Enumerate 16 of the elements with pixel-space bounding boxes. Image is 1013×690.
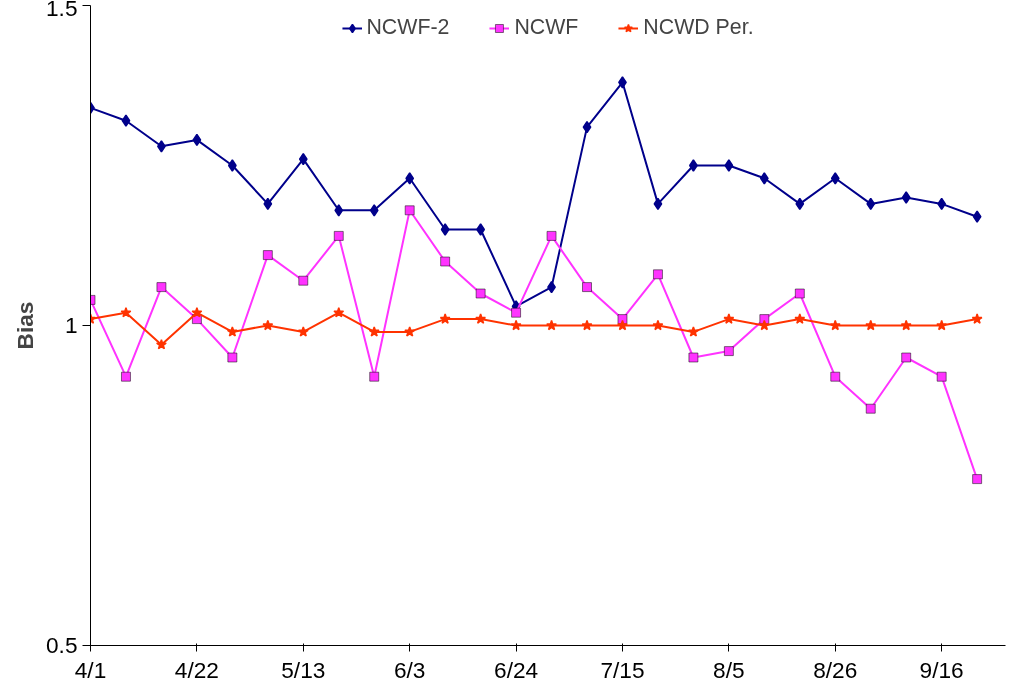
legend-label: NCWD Per. [643, 15, 754, 40]
legend-label: NCWF-2 [366, 15, 450, 40]
x-tick-label: 7/15 [600, 656, 645, 683]
x-tick-label: 9/16 [919, 656, 964, 683]
x-tick-label: 6/24 [494, 656, 539, 683]
y-tick-label: 1.5 [46, 0, 78, 21]
x-tick-label: 8/26 [813, 656, 858, 683]
y-tick-label: 1 [64, 312, 78, 338]
x-tick-label: 4/1 [74, 656, 107, 683]
x-tick-label: 5/13 [281, 656, 326, 683]
x-tick-label: 4/22 [174, 656, 219, 683]
y-tick-label: 0.5 [46, 632, 78, 658]
y-axis-title: Bias [12, 301, 38, 350]
legend-label: NCWF [514, 15, 579, 40]
x-tick-label: 6/3 [393, 656, 426, 683]
x-tick-label: 8/5 [713, 656, 745, 683]
